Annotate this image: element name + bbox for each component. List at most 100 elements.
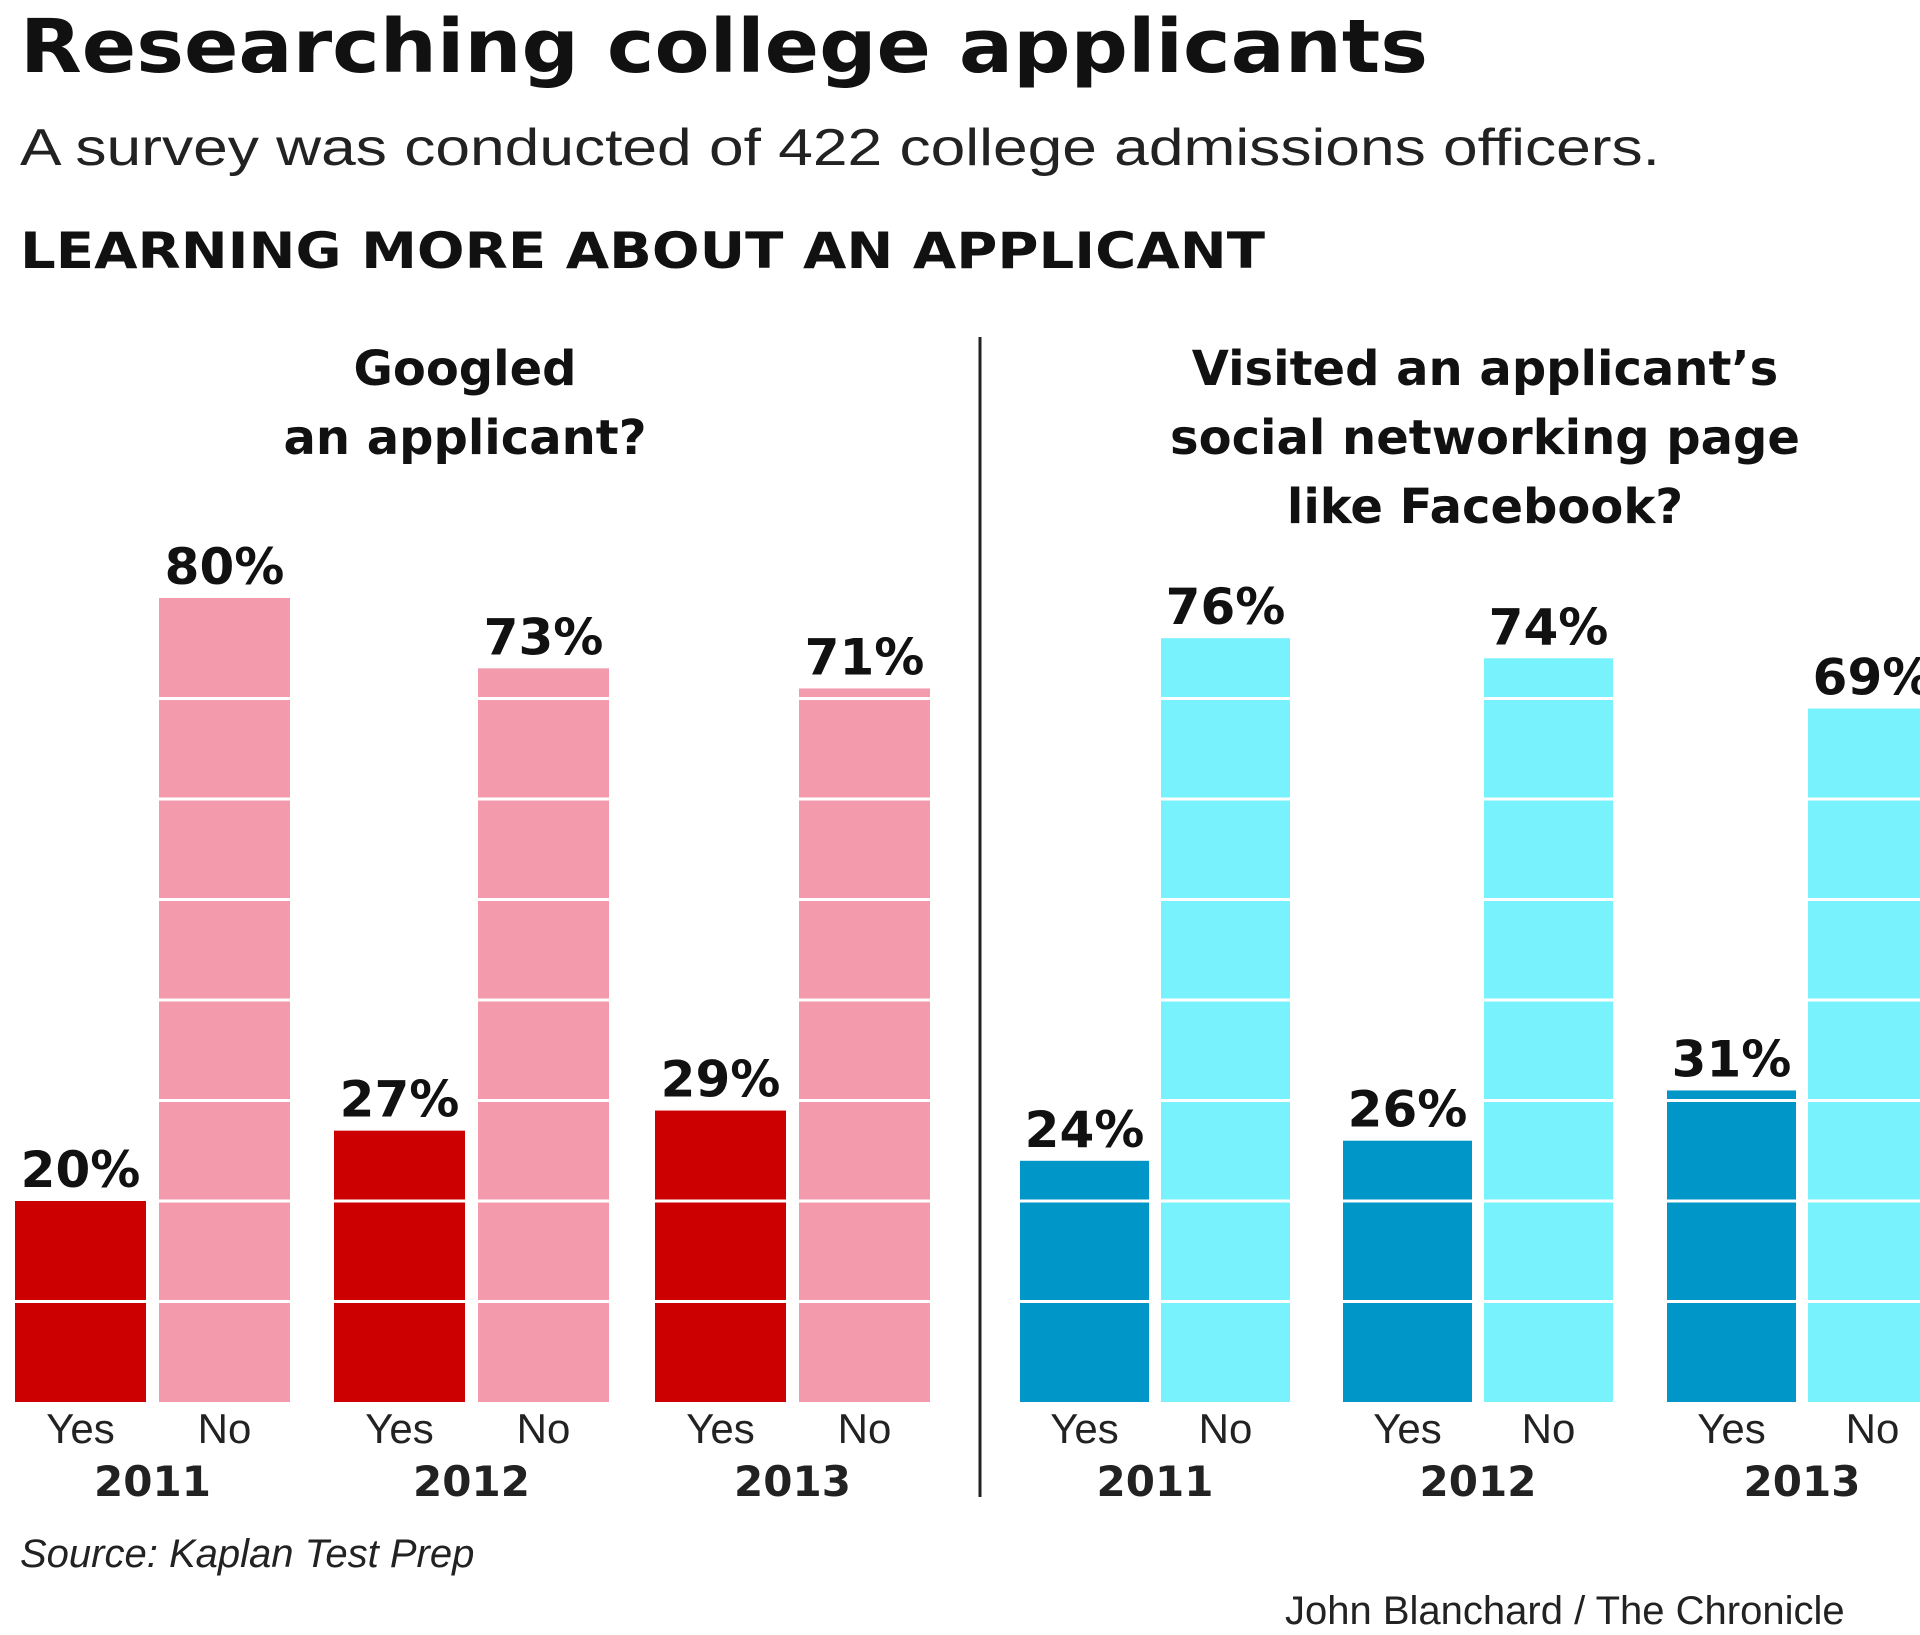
series-label: No: [1846, 1405, 1900, 1452]
gridline: [1484, 1199, 1613, 1203]
data-label: 73%: [484, 608, 604, 666]
data-label: 76%: [1166, 578, 1286, 636]
year-label: 2012: [413, 1457, 530, 1506]
bar-yes-2013: [655, 1110, 786, 1402]
gridline: [159, 1099, 290, 1102]
gridline: [478, 1300, 609, 1303]
panel-title-line: social networking page: [1170, 410, 1800, 466]
gridline: [1343, 1300, 1472, 1303]
data-label: 80%: [165, 538, 285, 596]
panel-title-line: like Facebook?: [1287, 479, 1683, 535]
series-label: Yes: [1050, 1405, 1119, 1452]
gridline: [1161, 1300, 1290, 1303]
gridline: [799, 1300, 930, 1303]
gridline: [1808, 898, 1920, 901]
gridline: [1161, 797, 1290, 801]
panel-title-line: Visited an applicant’s: [1192, 341, 1778, 397]
gridline: [799, 797, 930, 801]
gridline: [655, 1300, 786, 1303]
series-label: Yes: [686, 1405, 755, 1452]
data-label: 20%: [21, 1141, 141, 1199]
gridline: [799, 1099, 930, 1102]
gridline: [1161, 1199, 1290, 1203]
gridline: [1808, 1300, 1920, 1303]
bar-no-2011: [1161, 638, 1290, 1402]
gridline: [478, 898, 609, 901]
series-label: No: [838, 1405, 892, 1452]
gridline: [1161, 1099, 1290, 1102]
series-label: No: [517, 1405, 571, 1452]
gridline: [799, 898, 930, 901]
gridline: [15, 1300, 146, 1303]
gridline: [159, 1199, 290, 1203]
gridline: [1484, 998, 1613, 1002]
gridline: [1161, 898, 1290, 901]
gridline: [159, 998, 290, 1002]
gridline: [1667, 1199, 1796, 1203]
data-label: 29%: [661, 1051, 781, 1109]
chart-subtitle: A survey was conducted of 422 college ad…: [20, 119, 1660, 177]
gridline: [1161, 697, 1290, 700]
gridline: [1343, 1199, 1472, 1203]
gridline: [478, 697, 609, 700]
credit: John Blanchard / The Chronicle: [1285, 1589, 1845, 1633]
data-label: 26%: [1348, 1081, 1468, 1139]
section-heading: LEARNING MORE ABOUT AN APPLICANT: [20, 222, 1265, 280]
year-label: 2011: [94, 1457, 211, 1506]
year-label: 2011: [1097, 1457, 1214, 1506]
bar-no-2013: [1808, 708, 1920, 1402]
bar-yes-2011: [1020, 1160, 1149, 1402]
data-label: 31%: [1672, 1030, 1792, 1088]
gridline: [478, 1099, 609, 1102]
series-label: No: [198, 1405, 252, 1452]
gridline: [655, 1199, 786, 1203]
series-label: Yes: [1373, 1405, 1442, 1452]
year-label: 2012: [1420, 1457, 1537, 1506]
gridline: [1161, 998, 1290, 1002]
series-label: Yes: [1697, 1405, 1766, 1452]
gridline: [334, 1199, 465, 1203]
gridline: [1667, 1099, 1796, 1102]
gridline: [1484, 797, 1613, 801]
chart-title: Researching college applicants: [20, 4, 1428, 90]
gridline: [159, 797, 290, 801]
gridline: [1808, 797, 1920, 801]
gridline: [1020, 1199, 1149, 1203]
bar-yes-2012: [1343, 1140, 1472, 1402]
gridline: [159, 697, 290, 700]
panel-title-line: Googled: [353, 341, 576, 397]
data-label: 69%: [1813, 649, 1920, 707]
gridline: [1484, 898, 1613, 901]
gridline: [1020, 1300, 1149, 1303]
bar-yes-2012: [334, 1130, 465, 1402]
bar-no-2013: [799, 688, 930, 1402]
series-label: No: [1522, 1405, 1576, 1452]
gridline: [334, 1300, 465, 1303]
bar-no-2012: [478, 668, 609, 1402]
source-note: Source: Kaplan Test Prep: [20, 1532, 474, 1576]
data-label: 27%: [340, 1071, 460, 1129]
year-label: 2013: [1744, 1457, 1861, 1506]
series-label: Yes: [365, 1405, 434, 1452]
gridline: [159, 898, 290, 901]
gridline: [799, 697, 930, 700]
year-label: 2013: [734, 1457, 851, 1506]
bar-yes-2013: [1667, 1090, 1796, 1402]
gridline: [1808, 1199, 1920, 1203]
series-label: Yes: [46, 1405, 115, 1452]
gridline: [1667, 1300, 1796, 1303]
gridline: [478, 998, 609, 1002]
gridline: [478, 797, 609, 801]
bar-no-2012: [1484, 658, 1613, 1402]
gridline: [1484, 1300, 1613, 1303]
series-label: No: [1199, 1405, 1253, 1452]
gridline: [1484, 1099, 1613, 1102]
gridline: [799, 1199, 930, 1203]
gridline: [478, 1199, 609, 1203]
data-label: 24%: [1025, 1101, 1145, 1159]
data-label: 74%: [1489, 598, 1609, 656]
gridline: [1808, 998, 1920, 1002]
data-label: 71%: [805, 628, 925, 686]
panel-title-line: an applicant?: [283, 410, 646, 466]
